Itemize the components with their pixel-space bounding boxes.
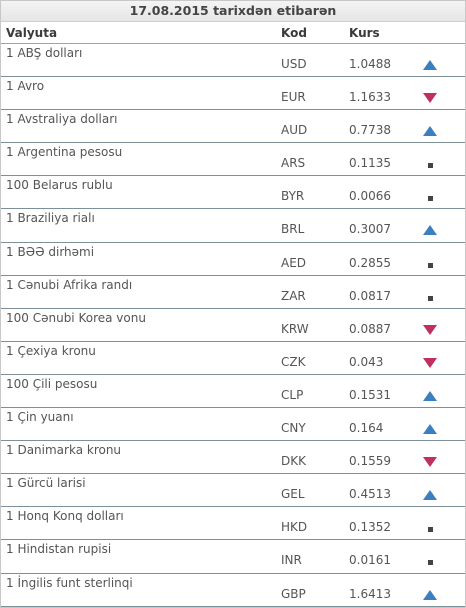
- table-row: 1 Avstraliya dolları AUD 0.7738: [1, 110, 465, 144]
- table-row: 1 İngilis funt sterlinqi GBP 1.6413: [1, 574, 465, 607]
- currency-code: BYR: [281, 189, 305, 204]
- exchange-rate: 1.1633: [349, 90, 391, 105]
- table-row: 100 Çili pesosu CLP 0.1531: [1, 375, 465, 409]
- exchange-rate: 0.0887: [349, 321, 391, 336]
- column-header-code: Kod: [281, 26, 307, 40]
- arrow-up-icon: [423, 225, 437, 236]
- no-change-icon: [428, 295, 433, 301]
- exchange-rate: 0.0161: [349, 553, 391, 568]
- currency-code: USD: [281, 57, 307, 71]
- table-row: 1 Çin yuanı CNY 0.164: [1, 408, 465, 442]
- currency-name: 1 Avro: [6, 79, 45, 94]
- currency-name: 1 Avstraliya dolları: [6, 112, 118, 127]
- exchange-rate: 0.164: [349, 421, 384, 436]
- currency-code: DKK: [281, 454, 306, 469]
- table-row: 1 Avro EUR 1.1633: [1, 77, 465, 111]
- currency-code: ARS: [281, 156, 306, 171]
- exchange-rate: 1.6413: [349, 586, 391, 601]
- currency-name: 1 Danimarka kronu: [6, 443, 122, 458]
- currency-name: 1 Çin yuanı: [6, 410, 74, 425]
- table-row: 1 ABŞ dolları USD 1.0488: [1, 44, 465, 78]
- exchange-rate: 0.1352: [349, 520, 391, 535]
- currency-name: 100 Cənubi Korea vonu: [6, 310, 146, 325]
- table-row: 1 BƏƏ dirhəmi AED 0.2855: [1, 243, 465, 276]
- exchange-rate: 0.1531: [349, 387, 391, 402]
- column-header-currency: Valyuta: [6, 26, 58, 40]
- arrow-down-icon: [423, 357, 437, 368]
- table-row: 1 Cənubi Afrika randı ZAR 0.0817: [1, 276, 465, 309]
- no-change-icon: [428, 560, 433, 566]
- currency-name: 1 Braziliya rialı: [6, 211, 95, 226]
- exchange-rate: 0.4513: [349, 487, 391, 502]
- table-header: Valyuta Kod Kurs: [1, 22, 465, 44]
- currency-name: 1 Gürcü larisi: [6, 476, 86, 491]
- table-row: 1 Hindistan rupisi INR 0.0161: [1, 540, 465, 574]
- currency-name: 1 ABŞ dolları: [6, 46, 83, 60]
- arrow-up-icon: [423, 390, 437, 401]
- exchange-rate: 0.0066: [349, 189, 391, 204]
- arrow-down-icon: [423, 93, 437, 104]
- table-body: 1 ABŞ dolları USD 1.0488 1 Avro EUR 1.1633 1 A…: [1, 44, 465, 607]
- currency-code: BRL: [281, 222, 305, 237]
- no-change-icon: [428, 163, 433, 169]
- table-title: 17.08.2015 tarixdən etibarən: [1, 1, 465, 22]
- currency-code: KRW: [281, 321, 309, 336]
- exchange-rate: 0.1135: [349, 156, 391, 171]
- currency-code: GEL: [281, 487, 305, 502]
- exchange-rate: 0.3007: [349, 222, 391, 237]
- no-change-icon: [428, 527, 433, 533]
- table-row: 1 Gürcü larisi GEL 0.4513: [1, 474, 465, 508]
- table-row: 1 Argentina pesosu ARS 0.1135: [1, 143, 465, 177]
- arrow-down-icon: [423, 324, 437, 335]
- exchange-rate: 0.1559: [349, 454, 391, 469]
- currency-name: 1 Cənubi Afrika randı: [6, 277, 133, 292]
- currency-name: 1 BƏƏ dirhəmi: [6, 244, 95, 259]
- table-row: 1 Danimarka kronu DKK 0.1559: [1, 441, 465, 475]
- table-row: 1 Çexiya kronu CZK 0.043: [1, 342, 465, 375]
- currency-code: CNY: [281, 421, 306, 436]
- column-header-rate: Kurs: [349, 26, 380, 40]
- exchange-rate: 0.043: [349, 354, 384, 369]
- table-row: 100 Cənubi Korea vonu KRW 0.0887: [1, 309, 465, 342]
- table-row: 1 Braziliya rialı BRL 0.3007: [1, 209, 465, 243]
- currency-code: CZK: [281, 354, 306, 369]
- currency-code: HKD: [281, 520, 308, 535]
- currency-code: AUD: [281, 123, 308, 138]
- arrow-down-icon: [423, 457, 437, 468]
- arrow-up-icon: [423, 60, 437, 70]
- currency-code: ZAR: [281, 288, 306, 303]
- currency-code: INR: [281, 553, 302, 568]
- currency-name: 100 Belarus rublu: [6, 178, 113, 193]
- currency-code: GBP: [281, 586, 306, 601]
- currency-code: CLP: [281, 387, 304, 402]
- arrow-up-icon: [423, 126, 437, 137]
- table-row: 100 Belarus rublu BYR 0.0066: [1, 176, 465, 210]
- arrow-up-icon: [423, 490, 437, 501]
- currency-name: 1 Hindistan rupisi: [6, 542, 112, 557]
- exchange-rate: 0.2855: [349, 255, 391, 270]
- exchange-rate: 0.0817: [349, 288, 391, 303]
- currency-name: 1 Argentina pesosu: [6, 145, 123, 160]
- exchange-rate: 0.7738: [349, 123, 391, 138]
- currency-code: AED: [281, 255, 307, 270]
- currency-name: 1 Çexiya kronu: [6, 343, 96, 358]
- currency-name: 1 İngilis funt sterlinqi: [6, 575, 133, 590]
- currency-name: 1 Honq Konq dolları: [6, 509, 124, 524]
- arrow-up-icon: [423, 589, 437, 600]
- currency-name: 100 Çili pesosu: [6, 376, 98, 391]
- no-change-icon: [428, 196, 433, 202]
- exchange-rate: 1.0488: [349, 57, 391, 71]
- arrow-up-icon: [423, 424, 437, 435]
- table-row: 1 Honq Konq dolları HKD 0.1352: [1, 507, 465, 541]
- no-change-icon: [428, 262, 433, 268]
- currency-code: EUR: [281, 90, 306, 105]
